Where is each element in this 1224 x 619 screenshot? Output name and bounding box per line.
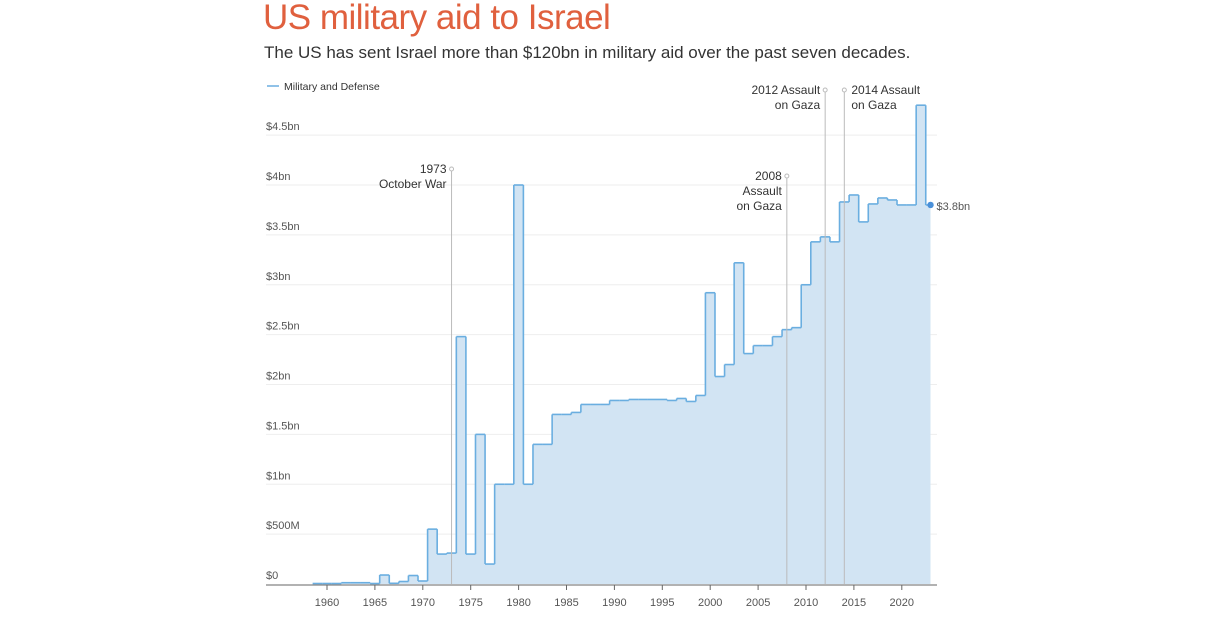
x-axis: 1960 1965 1970 1975 1980 1985 1990 1995 2000 2005… — [266, 584, 937, 609]
y-tick-label: $3bn — [266, 271, 290, 283]
y-tick-label: $500M — [266, 520, 300, 532]
annotation-label: on Gaza — [736, 199, 782, 213]
x-tick-label: 1970 — [411, 597, 435, 609]
annotation-marker — [841, 87, 847, 93]
y-tick-label: $2.5bn — [266, 321, 300, 333]
end-value-label-group: $3.8bn — [927, 201, 970, 213]
annotation-label: Assault — [742, 184, 782, 198]
x-tick-label: 2000 — [698, 597, 722, 609]
annotation-label: 2012 Assault — [751, 83, 820, 97]
y-axis-labels: $0 $500M $1bn $1.5bn $2bn $2.5bn $3bn $3.5bn $4b… — [266, 121, 300, 582]
x-tick-label: 1985 — [554, 597, 578, 609]
x-tick-label: 2015 — [842, 597, 866, 609]
x-tick-label: 1960 — [315, 597, 339, 609]
x-tick-label: 1980 — [506, 597, 530, 609]
annotation-label: 2014 Assault — [851, 83, 920, 97]
x-tick-label: 2005 — [746, 597, 770, 609]
x-tick-label: 1995 — [650, 597, 674, 609]
annotation-label: 1973 — [420, 162, 447, 176]
annotation-label: on Gaza — [851, 98, 897, 112]
x-tick-label: 1990 — [602, 597, 626, 609]
end-value-dot — [927, 201, 934, 209]
x-tick-label: 2010 — [794, 597, 818, 609]
y-tick-label: $1bn — [266, 470, 290, 482]
end-value-label: $3.8bn — [937, 201, 971, 213]
chart-title: US military aid to Israel — [263, 0, 611, 37]
annotation-label: on Gaza — [775, 98, 821, 112]
annotation-marker — [449, 166, 455, 172]
y-tick-label: $1.5bn — [266, 420, 300, 432]
y-tick-label: $4bn — [266, 171, 290, 183]
x-tick-label: 1965 — [363, 597, 387, 609]
annotation-label: October War — [379, 177, 447, 191]
annotation-marker — [822, 87, 828, 93]
legend-label: Military and Defense — [284, 81, 380, 93]
y-tick-label: $4.5bn — [266, 121, 300, 133]
series-area — [312, 105, 931, 584]
legend: Military and Defense — [267, 81, 380, 93]
x-tick-label: 2020 — [890, 597, 914, 609]
y-tick-label: $0 — [266, 570, 278, 582]
annotation-label: 2008 — [755, 169, 782, 183]
series-military-defense — [312, 104, 931, 585]
y-tick-label: $3.5bn — [266, 221, 300, 233]
x-tick-label: 1975 — [458, 597, 482, 609]
y-tick-label: $2bn — [266, 371, 290, 383]
chart-subtitle: The US has sent Israel more than $120bn … — [264, 43, 911, 62]
annotation-marker — [784, 173, 790, 179]
